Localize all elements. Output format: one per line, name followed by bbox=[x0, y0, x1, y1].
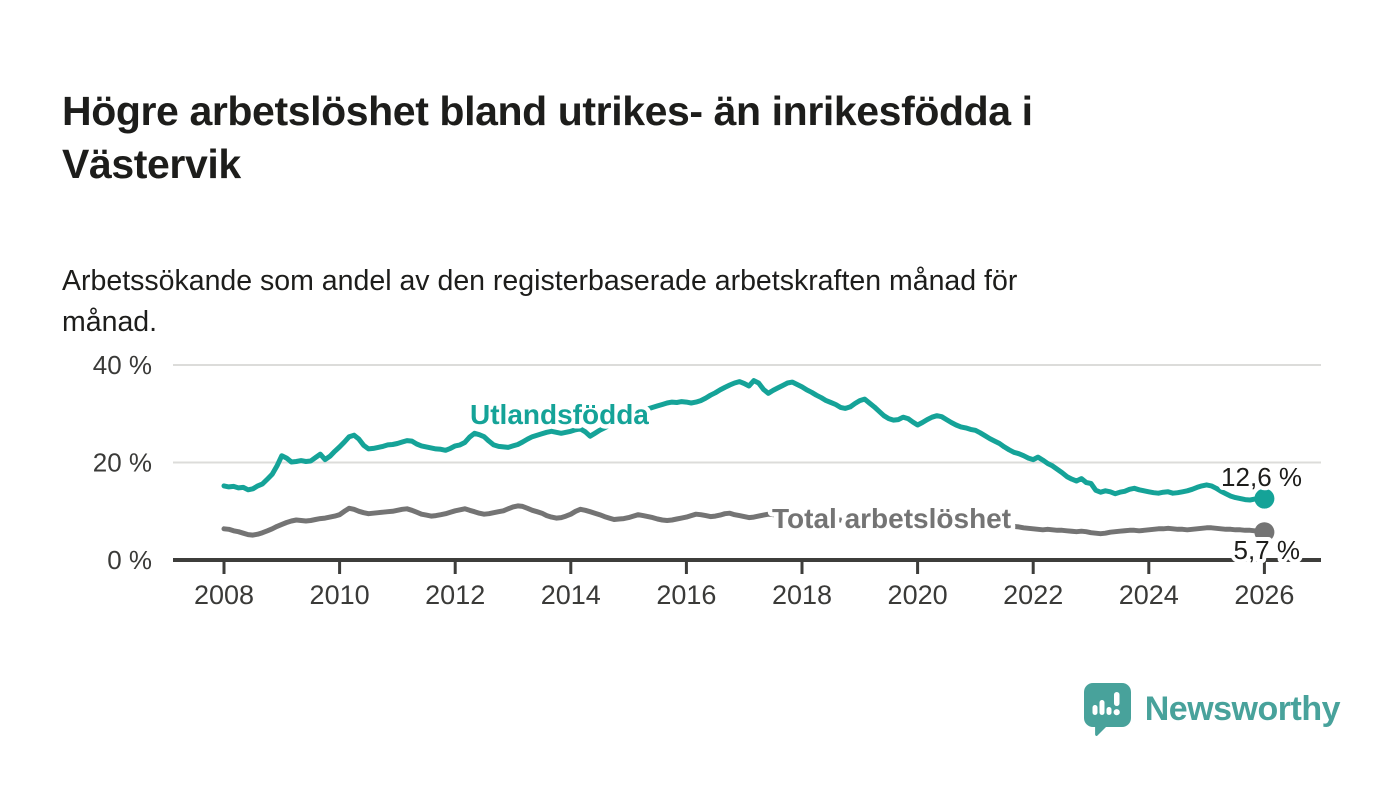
y-tick-label-0: 0 % bbox=[107, 545, 152, 575]
chart-subtitle: Arbetssökande som andel av den registerb… bbox=[62, 264, 1018, 339]
x-tick-label-2012: 2012 bbox=[425, 580, 485, 610]
newsworthy-logo: Newsworthy bbox=[1083, 682, 1341, 736]
y-tick-label-40: 40 % bbox=[93, 350, 152, 380]
newsworthy-logo-text: Newsworthy bbox=[1144, 689, 1341, 728]
x-tick-label-2008: 2008 bbox=[194, 580, 254, 610]
series-line-total-arbetsl-shet bbox=[221, 503, 1267, 538]
x-tick-label-2018: 2018 bbox=[772, 580, 832, 610]
x-tick-label-2026: 2026 bbox=[1234, 580, 1294, 610]
x-tick-label-2022: 2022 bbox=[1003, 580, 1063, 610]
page-title: Högre arbetslöshet bland utrikes- än inr… bbox=[62, 88, 1033, 187]
series-label-total-arbetsl-shet: Total arbetslöshet bbox=[772, 503, 1011, 534]
y-tick-label-20: 20 % bbox=[93, 448, 152, 478]
end-dot-total-arbetsl-shet bbox=[1254, 522, 1275, 543]
series-label-utlandsf-dda: Utlandsfödda bbox=[470, 399, 649, 430]
end-dot-utlandsf-dda bbox=[1254, 488, 1275, 509]
x-tick-label-2010: 2010 bbox=[310, 580, 370, 610]
newsworthy-bar-chart-speech-bubble-icon bbox=[1083, 683, 1131, 736]
end-value-label-total-arbetsl-shet: 5,7 % bbox=[1234, 535, 1301, 565]
x-tick-label-2016: 2016 bbox=[656, 580, 716, 610]
x-tick-label-2014: 2014 bbox=[541, 580, 601, 610]
x-tick-label-2024: 2024 bbox=[1119, 580, 1179, 610]
series-line-utlandsf-dda bbox=[221, 378, 1267, 503]
end-value-label-utlandsf-dda: 12,6 % bbox=[1221, 462, 1302, 492]
x-tick-label-2020: 2020 bbox=[888, 580, 948, 610]
